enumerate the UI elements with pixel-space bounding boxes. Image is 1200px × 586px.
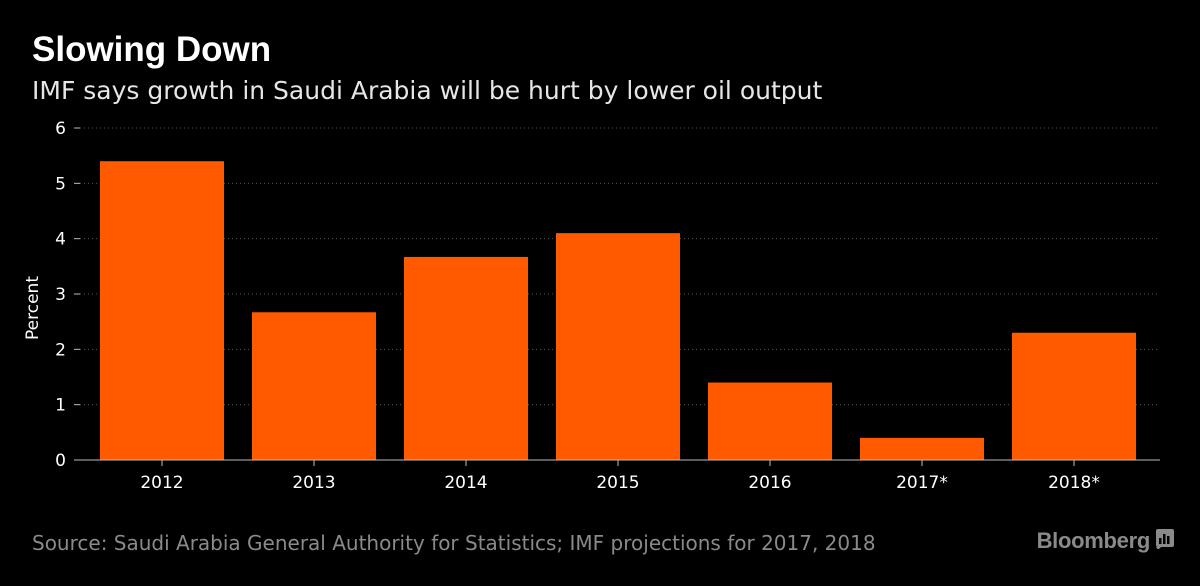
source-note: Source: Saudi Arabia General Authority f… <box>32 531 876 555</box>
y-tick-label: 3 <box>55 285 66 305</box>
bar-2013 <box>252 312 376 460</box>
bloomberg-terminal-icon <box>1156 527 1174 554</box>
x-tick-label: 2016 <box>748 473 791 493</box>
y-tick-label: 0 <box>55 451 66 471</box>
y-tick-label: 6 <box>55 119 66 139</box>
bar-2016 <box>708 382 832 460</box>
bar-2017 <box>860 437 984 460</box>
x-tick-label: 2012 <box>140 473 183 493</box>
brand-logo: Bloomberg <box>1037 527 1174 554</box>
bar-2014 <box>404 256 528 460</box>
y-tick-label: 5 <box>55 174 66 194</box>
bar-2015 <box>556 233 680 460</box>
y-tick-label: 4 <box>55 230 66 250</box>
x-tick-label: 2015 <box>596 473 639 493</box>
bar-2012 <box>100 161 224 460</box>
bar-2018 <box>1012 332 1136 460</box>
brand-wordmark: Bloomberg <box>1036 527 1151 553</box>
x-tick-label: 2013 <box>292 473 335 493</box>
y-tick-label: 1 <box>55 396 66 416</box>
x-tick-label: 2018* <box>1048 473 1100 493</box>
x-tick-label: 2014 <box>444 473 487 493</box>
chart-subtitle: IMF says growth in Saudi Arabia will be … <box>32 76 823 105</box>
bars <box>100 161 1136 460</box>
y-tick-label: 2 <box>55 340 66 360</box>
axes: 0 1 2 3 4 5 6 2012 2013 2014 2015 2016 2017* 2018* <box>55 119 1160 493</box>
x-tick-label: 2017* <box>896 473 948 493</box>
chart-title: Slowing Down <box>32 30 272 69</box>
y-axis-label: Percent <box>23 276 43 340</box>
